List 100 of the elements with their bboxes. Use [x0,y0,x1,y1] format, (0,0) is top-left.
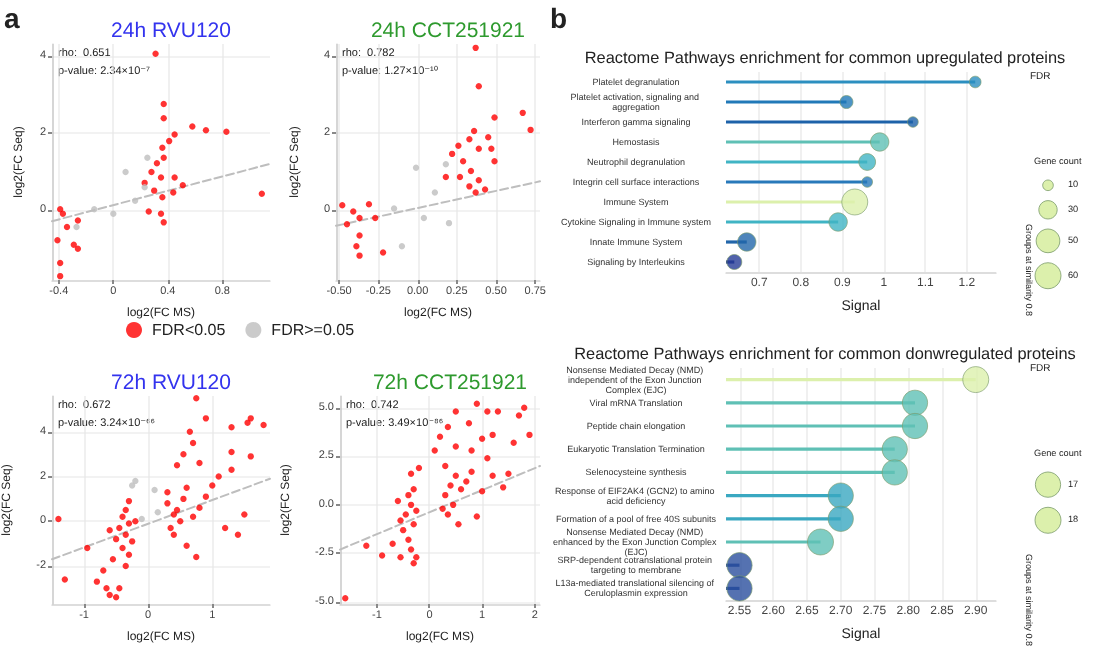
point [167,524,174,532]
point [473,400,481,407]
point [74,245,82,252]
point [505,470,512,477]
point [420,214,428,222]
point [468,468,475,476]
point [413,507,420,514]
point [399,526,407,534]
chart-title: Reactome Pathways enrichment for common donwregulated proteins [574,345,1076,363]
point [122,562,129,570]
point [499,484,507,491]
point [431,189,439,196]
point [119,513,126,520]
point [510,439,517,446]
chart-title: 72h CCT251921 [372,371,528,395]
point [412,164,420,171]
point [128,482,136,489]
point [489,431,496,439]
point [106,591,113,599]
point [447,482,454,489]
point [170,531,178,538]
point [177,518,184,525]
point [901,389,929,416]
point [74,217,82,224]
point [452,472,459,479]
point [179,182,186,189]
point [405,491,412,499]
point [247,415,254,422]
point [901,412,929,440]
point [342,594,349,602]
point [132,518,139,525]
point [365,200,373,208]
point [154,509,161,516]
point [180,495,187,503]
point [170,189,177,196]
point [485,134,492,141]
point [442,491,449,499]
point [827,505,854,532]
point [807,528,834,556]
point [494,408,502,415]
point [475,145,482,153]
point [153,159,161,167]
point [116,585,123,592]
point [442,462,449,470]
point [473,513,481,520]
point [519,109,526,117]
point [151,486,158,494]
point [93,578,101,585]
point [389,540,396,547]
point [356,252,363,259]
point [228,424,235,431]
point [173,462,181,469]
point [407,470,415,477]
point [112,594,120,601]
text: b [550,2,568,34]
point [962,366,990,393]
point [73,223,80,231]
point [193,395,200,402]
point [467,167,475,175]
point [54,236,61,244]
point [106,527,113,534]
point [397,554,404,561]
point [339,202,346,209]
point [189,513,197,520]
point [112,535,120,543]
legend-label: FDR<0.05 [152,321,227,339]
point [489,472,496,479]
point [526,431,533,439]
point [183,542,190,550]
point [56,259,64,267]
point [839,95,854,109]
text: a [4,2,20,34]
point [56,272,64,280]
point [397,517,404,524]
point [356,232,363,239]
point [459,158,467,165]
point [470,127,478,135]
point [726,552,753,579]
point [436,433,444,441]
point [223,128,230,136]
point [119,544,126,552]
point [457,486,465,493]
point [228,466,235,473]
point [726,575,753,602]
point [491,158,498,165]
point [148,168,155,176]
point [466,183,473,190]
point [234,531,242,538]
point [215,473,222,480]
point [157,210,165,218]
point [881,459,908,486]
point [484,408,491,415]
point [410,559,417,567]
point [356,214,363,222]
point [410,521,417,528]
point [350,208,357,215]
point [61,576,69,583]
point [378,552,386,559]
point [189,439,197,447]
point [116,524,123,532]
